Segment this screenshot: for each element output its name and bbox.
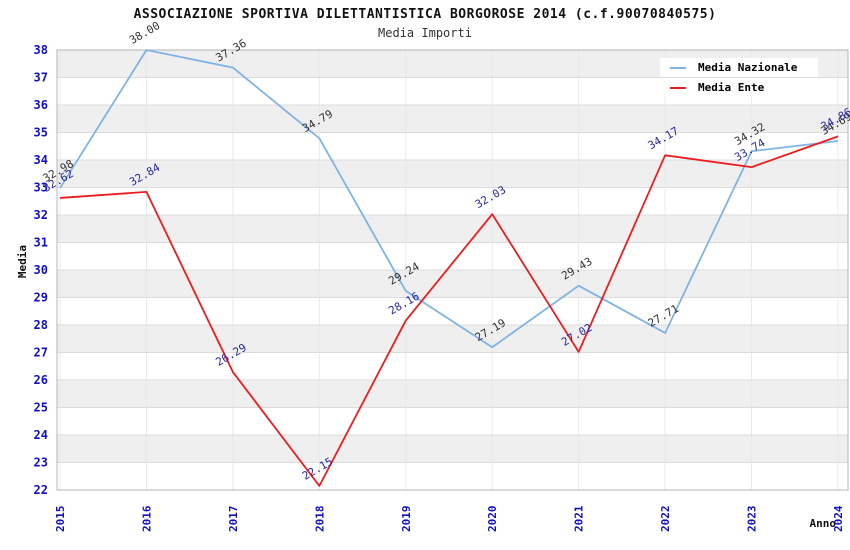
plot-band xyxy=(57,242,848,270)
plot-band xyxy=(57,215,848,243)
y-tick-label: 32 xyxy=(34,208,48,222)
plot-band xyxy=(57,352,848,380)
series-line xyxy=(59,135,839,487)
x-tick-label: 2017 xyxy=(227,506,240,533)
x-tick-label: 2022 xyxy=(659,506,672,533)
y-tick-label: 34 xyxy=(34,153,48,167)
y-tick-label: 28 xyxy=(34,318,48,332)
y-tick-label: 24 xyxy=(34,428,48,442)
y-tick-label: 38 xyxy=(34,43,48,57)
y-tick-label: 22 xyxy=(34,483,48,497)
y-tick-label: 35 xyxy=(34,126,48,140)
y-tick-label: 31 xyxy=(34,236,48,250)
x-axis-title: Anno xyxy=(809,517,837,530)
legend-item-media-nazionale: Media Nazionale xyxy=(660,58,818,77)
plot-band xyxy=(57,462,848,490)
y-tick-label: 23 xyxy=(34,456,48,470)
y-tick-label: 30 xyxy=(34,263,48,277)
y-tick-label: 29 xyxy=(34,291,48,305)
x-tick-label: 2021 xyxy=(573,505,586,532)
plot-border xyxy=(56,49,849,491)
plot-band xyxy=(57,160,848,188)
data-label: 38.00 xyxy=(127,19,162,47)
x-tick-label: 2015 xyxy=(54,506,67,533)
y-tick-label: 26 xyxy=(34,373,48,387)
y-tick-label: 27 xyxy=(34,346,48,360)
plot-band xyxy=(57,132,848,160)
plot-band xyxy=(57,105,848,133)
y-tick-label: 25 xyxy=(34,401,48,415)
legend-label-ente: Media Ente xyxy=(698,81,765,94)
legend-item-media-ente: Media Ente xyxy=(660,78,818,97)
x-tick-label: 2024 xyxy=(832,505,845,532)
y-tick-label: 33 xyxy=(34,181,48,195)
legend-label-nazionale: Media Nazionale xyxy=(698,61,798,74)
legend-swatch-nazionale-icon xyxy=(670,66,686,69)
plot-band xyxy=(57,407,848,435)
chart-title: ASSOCIAZIONE SPORTIVA DILETTANTISTICA BO… xyxy=(133,7,717,22)
y-tick-label: 37 xyxy=(34,71,48,85)
legend: Media Nazionale Media Ente xyxy=(660,58,818,98)
plot-band xyxy=(57,380,848,408)
x-tick-label: 2019 xyxy=(400,506,413,533)
plot-band xyxy=(57,270,848,298)
y-axis-title: Media xyxy=(16,244,30,279)
series-line xyxy=(59,49,839,349)
plot-band xyxy=(57,187,848,215)
chart-subtitle: Media Importi xyxy=(378,26,472,40)
legend-swatch-ente-icon xyxy=(670,86,686,89)
y-tick-label: 36 xyxy=(34,98,48,112)
x-tick-label: 2023 xyxy=(746,506,759,533)
x-tick-label: 2020 xyxy=(486,506,499,533)
plot-band xyxy=(57,435,848,463)
x-tick-label: 2016 xyxy=(140,505,153,532)
x-tick-label: 2018 xyxy=(313,506,326,533)
plot-band xyxy=(57,325,848,353)
